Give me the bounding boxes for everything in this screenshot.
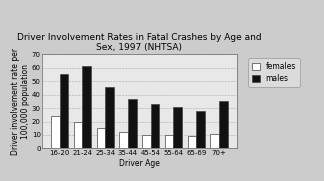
Bar xyxy=(60,74,68,148)
Title: Driver Involvement Rates in Fatal Crashes by Age and
Sex, 1997 (NHTSA): Driver Involvement Rates in Fatal Crashe… xyxy=(17,33,262,52)
Bar xyxy=(142,135,151,148)
Bar xyxy=(74,121,82,148)
Bar xyxy=(97,128,105,148)
Bar xyxy=(173,107,182,148)
Bar xyxy=(165,135,173,148)
Legend: females, males: females, males xyxy=(248,58,300,87)
Bar xyxy=(82,66,91,148)
Bar xyxy=(151,104,159,148)
Bar xyxy=(119,132,128,148)
Bar xyxy=(210,134,219,148)
Y-axis label: Driver involvement rate per
100,000 population: Driver involvement rate per 100,000 popu… xyxy=(11,48,30,155)
Bar xyxy=(188,136,196,148)
X-axis label: Driver Age: Driver Age xyxy=(119,159,160,168)
Bar xyxy=(196,111,205,148)
Bar xyxy=(51,116,60,148)
Bar xyxy=(105,87,114,148)
Bar xyxy=(128,99,137,148)
Bar xyxy=(219,101,228,148)
